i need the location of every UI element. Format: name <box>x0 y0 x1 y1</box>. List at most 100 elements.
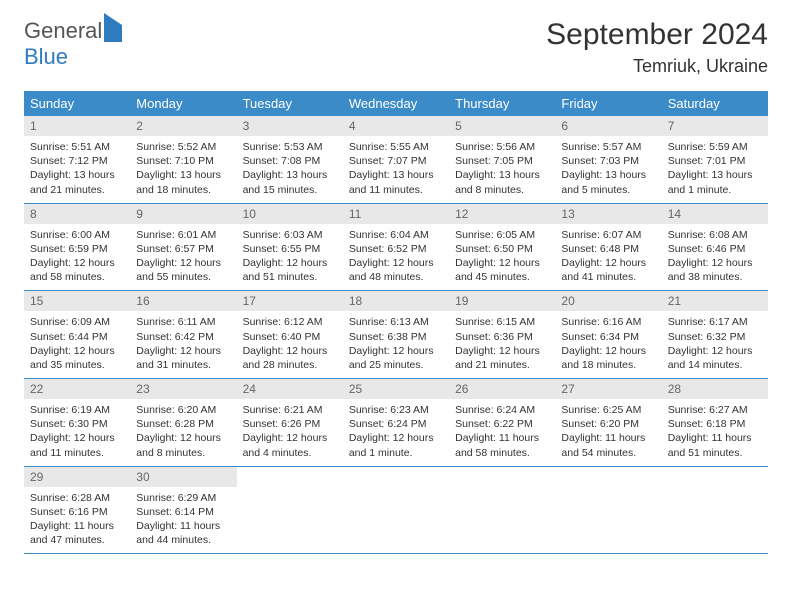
title-month: September 2024 <box>546 18 768 52</box>
day-cell: 23Sunrise: 6:20 AMSunset: 6:28 PMDayligh… <box>130 379 236 467</box>
title-location: Temriuk, Ukraine <box>546 56 768 77</box>
day-cell: 5Sunrise: 5:56 AMSunset: 7:05 PMDaylight… <box>449 116 555 203</box>
logo-text-general: General <box>24 18 102 43</box>
day-info: Sunrise: 6:23 AMSunset: 6:24 PMDaylight:… <box>343 399 449 466</box>
day-number: 18 <box>343 291 449 311</box>
day-info: Sunrise: 6:20 AMSunset: 6:28 PMDaylight:… <box>130 399 236 466</box>
day-number: 12 <box>449 204 555 224</box>
day-cell: 14Sunrise: 6:08 AMSunset: 6:46 PMDayligh… <box>662 203 768 291</box>
day-info: Sunrise: 6:08 AMSunset: 6:46 PMDaylight:… <box>662 224 768 291</box>
day-cell: 4Sunrise: 5:55 AMSunset: 7:07 PMDaylight… <box>343 116 449 203</box>
day-number: 29 <box>24 467 130 487</box>
weekday-header: Saturday <box>662 91 768 116</box>
day-info: Sunrise: 6:16 AMSunset: 6:34 PMDaylight:… <box>555 311 661 378</box>
day-number: 23 <box>130 379 236 399</box>
calendar-row: 1Sunrise: 5:51 AMSunset: 7:12 PMDaylight… <box>24 116 768 203</box>
day-cell: 26Sunrise: 6:24 AMSunset: 6:22 PMDayligh… <box>449 379 555 467</box>
day-info: Sunrise: 5:53 AMSunset: 7:08 PMDaylight:… <box>237 136 343 203</box>
calendar-table: Sunday Monday Tuesday Wednesday Thursday… <box>24 91 768 554</box>
day-info: Sunrise: 6:13 AMSunset: 6:38 PMDaylight:… <box>343 311 449 378</box>
calendar-row: 8Sunrise: 6:00 AMSunset: 6:59 PMDaylight… <box>24 203 768 291</box>
day-info: Sunrise: 6:00 AMSunset: 6:59 PMDaylight:… <box>24 224 130 291</box>
day-cell: 18Sunrise: 6:13 AMSunset: 6:38 PMDayligh… <box>343 291 449 379</box>
day-number: 14 <box>662 204 768 224</box>
title-block: September 2024 Temriuk, Ukraine <box>546 18 768 77</box>
day-cell: 3Sunrise: 5:53 AMSunset: 7:08 PMDaylight… <box>237 116 343 203</box>
day-number: 27 <box>555 379 661 399</box>
day-number: 19 <box>449 291 555 311</box>
day-info: Sunrise: 6:12 AMSunset: 6:40 PMDaylight:… <box>237 311 343 378</box>
day-number: 30 <box>130 467 236 487</box>
day-info: Sunrise: 6:03 AMSunset: 6:55 PMDaylight:… <box>237 224 343 291</box>
day-info: Sunrise: 6:07 AMSunset: 6:48 PMDaylight:… <box>555 224 661 291</box>
day-number: 11 <box>343 204 449 224</box>
day-cell: 19Sunrise: 6:15 AMSunset: 6:36 PMDayligh… <box>449 291 555 379</box>
day-cell: 1Sunrise: 5:51 AMSunset: 7:12 PMDaylight… <box>24 116 130 203</box>
day-number: 20 <box>555 291 661 311</box>
day-number: 3 <box>237 116 343 136</box>
day-info: Sunrise: 6:11 AMSunset: 6:42 PMDaylight:… <box>130 311 236 378</box>
empty-cell <box>343 466 449 554</box>
day-info: Sunrise: 6:21 AMSunset: 6:26 PMDaylight:… <box>237 399 343 466</box>
day-number: 7 <box>662 116 768 136</box>
day-cell: 28Sunrise: 6:27 AMSunset: 6:18 PMDayligh… <box>662 379 768 467</box>
day-number: 24 <box>237 379 343 399</box>
day-cell: 25Sunrise: 6:23 AMSunset: 6:24 PMDayligh… <box>343 379 449 467</box>
weekday-header: Sunday <box>24 91 130 116</box>
day-info: Sunrise: 5:59 AMSunset: 7:01 PMDaylight:… <box>662 136 768 203</box>
day-info: Sunrise: 6:19 AMSunset: 6:30 PMDaylight:… <box>24 399 130 466</box>
logo-text-blue: Blue <box>24 44 68 69</box>
empty-cell <box>449 466 555 554</box>
day-number: 8 <box>24 204 130 224</box>
calendar-row: 15Sunrise: 6:09 AMSunset: 6:44 PMDayligh… <box>24 291 768 379</box>
day-info: Sunrise: 6:01 AMSunset: 6:57 PMDaylight:… <box>130 224 236 291</box>
day-info: Sunrise: 6:25 AMSunset: 6:20 PMDaylight:… <box>555 399 661 466</box>
day-info: Sunrise: 5:56 AMSunset: 7:05 PMDaylight:… <box>449 136 555 203</box>
day-number: 13 <box>555 204 661 224</box>
day-info: Sunrise: 6:27 AMSunset: 6:18 PMDaylight:… <box>662 399 768 466</box>
day-info: Sunrise: 5:55 AMSunset: 7:07 PMDaylight:… <box>343 136 449 203</box>
day-number: 2 <box>130 116 236 136</box>
day-cell: 9Sunrise: 6:01 AMSunset: 6:57 PMDaylight… <box>130 203 236 291</box>
day-cell: 7Sunrise: 5:59 AMSunset: 7:01 PMDaylight… <box>662 116 768 203</box>
day-cell: 10Sunrise: 6:03 AMSunset: 6:55 PMDayligh… <box>237 203 343 291</box>
day-cell: 12Sunrise: 6:05 AMSunset: 6:50 PMDayligh… <box>449 203 555 291</box>
day-cell: 29Sunrise: 6:28 AMSunset: 6:16 PMDayligh… <box>24 466 130 554</box>
day-info: Sunrise: 6:09 AMSunset: 6:44 PMDaylight:… <box>24 311 130 378</box>
day-number: 5 <box>449 116 555 136</box>
calendar-row: 22Sunrise: 6:19 AMSunset: 6:30 PMDayligh… <box>24 379 768 467</box>
day-info: Sunrise: 5:52 AMSunset: 7:10 PMDaylight:… <box>130 136 236 203</box>
day-number: 26 <box>449 379 555 399</box>
day-info: Sunrise: 6:15 AMSunset: 6:36 PMDaylight:… <box>449 311 555 378</box>
weekday-header: Thursday <box>449 91 555 116</box>
day-info: Sunrise: 6:29 AMSunset: 6:14 PMDaylight:… <box>130 487 236 554</box>
day-cell: 13Sunrise: 6:07 AMSunset: 6:48 PMDayligh… <box>555 203 661 291</box>
day-number: 17 <box>237 291 343 311</box>
empty-cell <box>237 466 343 554</box>
day-cell: 21Sunrise: 6:17 AMSunset: 6:32 PMDayligh… <box>662 291 768 379</box>
day-number: 16 <box>130 291 236 311</box>
day-info: Sunrise: 6:17 AMSunset: 6:32 PMDaylight:… <box>662 311 768 378</box>
weekday-header-row: Sunday Monday Tuesday Wednesday Thursday… <box>24 91 768 116</box>
empty-cell <box>662 466 768 554</box>
page-header: General Blue September 2024 Temriuk, Ukr… <box>24 18 768 77</box>
day-number: 4 <box>343 116 449 136</box>
day-info: Sunrise: 5:51 AMSunset: 7:12 PMDaylight:… <box>24 136 130 203</box>
weekday-header: Tuesday <box>237 91 343 116</box>
day-cell: 22Sunrise: 6:19 AMSunset: 6:30 PMDayligh… <box>24 379 130 467</box>
day-cell: 30Sunrise: 6:29 AMSunset: 6:14 PMDayligh… <box>130 466 236 554</box>
day-number: 1 <box>24 116 130 136</box>
day-number: 22 <box>24 379 130 399</box>
calendar-row: 29Sunrise: 6:28 AMSunset: 6:16 PMDayligh… <box>24 466 768 554</box>
day-info: Sunrise: 5:57 AMSunset: 7:03 PMDaylight:… <box>555 136 661 203</box>
day-number: 21 <box>662 291 768 311</box>
day-cell: 24Sunrise: 6:21 AMSunset: 6:26 PMDayligh… <box>237 379 343 467</box>
logo-triangle-icon <box>104 13 122 42</box>
day-cell: 6Sunrise: 5:57 AMSunset: 7:03 PMDaylight… <box>555 116 661 203</box>
day-info: Sunrise: 6:24 AMSunset: 6:22 PMDaylight:… <box>449 399 555 466</box>
day-cell: 11Sunrise: 6:04 AMSunset: 6:52 PMDayligh… <box>343 203 449 291</box>
logo: General Blue <box>24 18 122 70</box>
day-cell: 20Sunrise: 6:16 AMSunset: 6:34 PMDayligh… <box>555 291 661 379</box>
day-info: Sunrise: 6:05 AMSunset: 6:50 PMDaylight:… <box>449 224 555 291</box>
day-number: 28 <box>662 379 768 399</box>
